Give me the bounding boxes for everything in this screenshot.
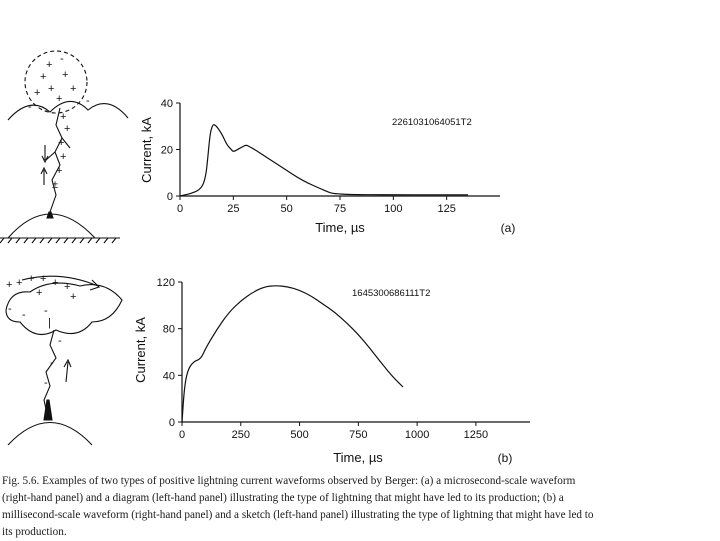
- x-tick-label: 750: [349, 429, 367, 441]
- cloud-flow-arrow: [21, 275, 101, 291]
- svg-text:-: -: [60, 53, 64, 65]
- lightning-channel: [49, 107, 63, 213]
- panel-label: (a): [501, 221, 516, 235]
- ground-hatch: [0, 237, 117, 244]
- current-arrow-b: [63, 358, 72, 383]
- y-tick-label: 80: [163, 324, 175, 336]
- y-tick-label: 0: [167, 191, 173, 203]
- y-tick-label: 0: [169, 417, 175, 429]
- x-tick-label: 250: [232, 429, 250, 441]
- caption-line: (right-hand panel) and a diagram (left-h…: [2, 492, 564, 504]
- x-tick-label: 500: [290, 429, 308, 441]
- svg-text:+: +: [70, 83, 76, 95]
- svg-text:|: |: [48, 317, 51, 329]
- series-line: [179, 124, 468, 197]
- cloud-outline: [5, 282, 123, 336]
- x-tick-label: 50: [281, 203, 293, 215]
- svg-text:+: +: [56, 165, 62, 177]
- svg-text:-: -: [28, 101, 32, 113]
- svg-text:±: ±: [52, 179, 58, 191]
- svg-text:+: +: [40, 71, 46, 83]
- svg-text:-: -: [44, 305, 48, 317]
- svg-text:+: +: [28, 273, 34, 285]
- chart-b: 0 250 500 750 1000 1250 0 40 80 120 164530068611…: [133, 277, 530, 465]
- svg-text:+: +: [70, 291, 76, 303]
- mountain-b: [7, 422, 93, 446]
- x-tick-label: 0: [179, 429, 185, 441]
- x-tick-label: 125: [437, 203, 455, 215]
- figure-caption: Fig. 5.6. Examples of two types of posit…: [2, 473, 716, 541]
- lightning-channel-b: [43, 329, 57, 419]
- y-tick-label: 120: [157, 277, 175, 289]
- x-ticks: 0 250 500 750 1000 1250: [179, 422, 488, 441]
- panel-label: (b): [498, 451, 513, 465]
- y-axis-label: Current, kA: [133, 317, 148, 383]
- x-tick-label: 75: [334, 203, 346, 215]
- svg-text:+: +: [6, 279, 12, 291]
- x-ticks: 0 25 50 75 100 125: [177, 196, 456, 215]
- current-arrow-down: [41, 145, 49, 164]
- caption-line: its production.: [2, 526, 67, 538]
- svg-text:+: +: [48, 83, 54, 95]
- current-arrow-up: [40, 166, 48, 185]
- svg-text:+: +: [60, 111, 66, 123]
- annotation-label: 2261031064051T2: [392, 117, 472, 128]
- svg-text:+: +: [16, 277, 22, 289]
- svg-text:+: +: [40, 273, 46, 285]
- x-axis-label: Time, µs: [333, 450, 383, 465]
- sketch-b: [5, 275, 123, 446]
- y-axis-label: Current, kA: [139, 117, 154, 183]
- svg-text:-: -: [58, 335, 62, 347]
- svg-text:-: -: [50, 357, 54, 369]
- y-tick-label: 40: [161, 98, 173, 110]
- svg-text:-: -: [8, 303, 12, 315]
- series-line: [181, 285, 404, 423]
- svg-text:+: +: [64, 281, 70, 293]
- x-tick-label: 1250: [464, 429, 488, 441]
- y-tick-label: 40: [163, 370, 175, 382]
- svg-text:-: -: [86, 95, 90, 107]
- tower: [46, 211, 54, 219]
- caption-line: Fig. 5.6. Examples of two types of posit…: [2, 475, 576, 487]
- charge-signs-a: + -+ +++ ++- -- + +++ +±: [28, 53, 90, 191]
- x-tick-label: 1000: [405, 429, 429, 441]
- x-tick-label: 0: [177, 203, 183, 215]
- svg-text:+: +: [34, 87, 40, 99]
- x-axis-label: Time, µs: [315, 220, 365, 235]
- charge-cloud-dashed: [24, 50, 88, 114]
- figure-canvas: + -+ +++ ++- -- + +++ +± + + + + + + + +- - -| -…: [0, 50, 530, 465]
- svg-text:+: +: [46, 59, 52, 71]
- svg-text:-: -: [44, 377, 48, 389]
- svg-text:-: -: [22, 309, 26, 321]
- channel-branch: [45, 137, 71, 161]
- cloud-base: [7, 100, 129, 121]
- sketch-a: [0, 50, 129, 244]
- annotation-label: 1645300686111T2: [352, 288, 430, 299]
- svg-text:+: +: [36, 287, 42, 299]
- chart-a: 0 25 50 75 100 125 0 20 40 2261031064051T2 Time…: [139, 98, 515, 235]
- x-tick-label: 25: [227, 203, 239, 215]
- svg-text:+: +: [52, 277, 58, 289]
- y-tick-label: 20: [161, 145, 173, 157]
- charge-signs-b: + + + + + + + +- - -| ---: [6, 273, 76, 389]
- svg-text:+: +: [58, 137, 64, 149]
- svg-text:-: -: [44, 105, 48, 117]
- svg-text:+: +: [64, 123, 70, 135]
- y-ticks: 0 40 80 120: [157, 277, 182, 429]
- svg-text:+: +: [60, 151, 66, 163]
- svg-text:+: +: [62, 69, 68, 81]
- x-tick-label: 100: [384, 203, 402, 215]
- tower-b: [43, 399, 53, 421]
- svg-text:+: +: [56, 93, 62, 105]
- caption-line: millisecond-scale waveform (right-hand p…: [2, 509, 594, 521]
- y-ticks: 0 20 40: [161, 98, 180, 203]
